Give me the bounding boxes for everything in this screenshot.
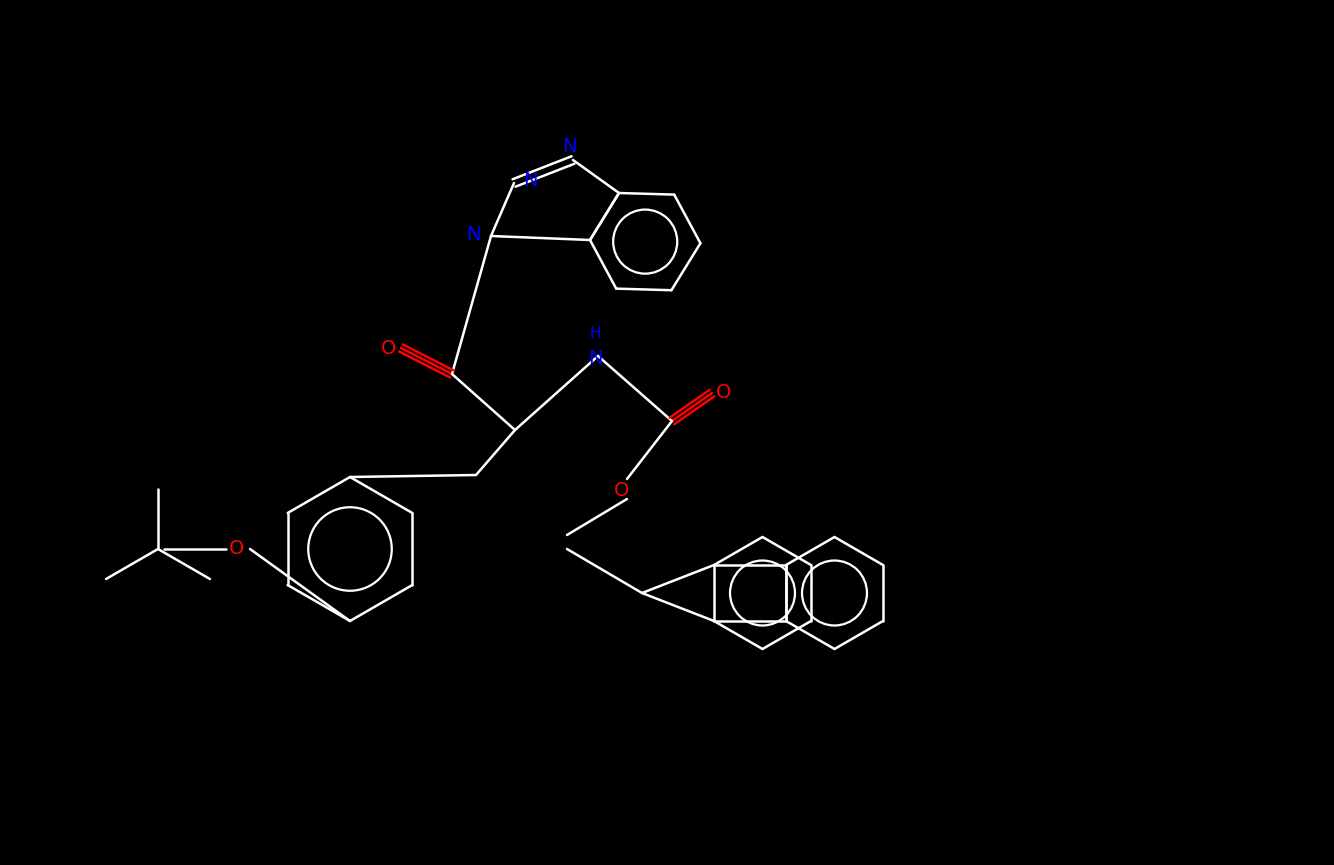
Text: O: O (382, 338, 396, 357)
Text: O: O (229, 540, 244, 559)
Text: N: N (523, 171, 538, 190)
Text: N: N (588, 349, 602, 368)
Text: H: H (590, 326, 600, 342)
Text: O: O (615, 482, 630, 501)
Text: O: O (716, 383, 731, 402)
Text: N: N (562, 137, 576, 156)
Text: N: N (466, 225, 480, 244)
